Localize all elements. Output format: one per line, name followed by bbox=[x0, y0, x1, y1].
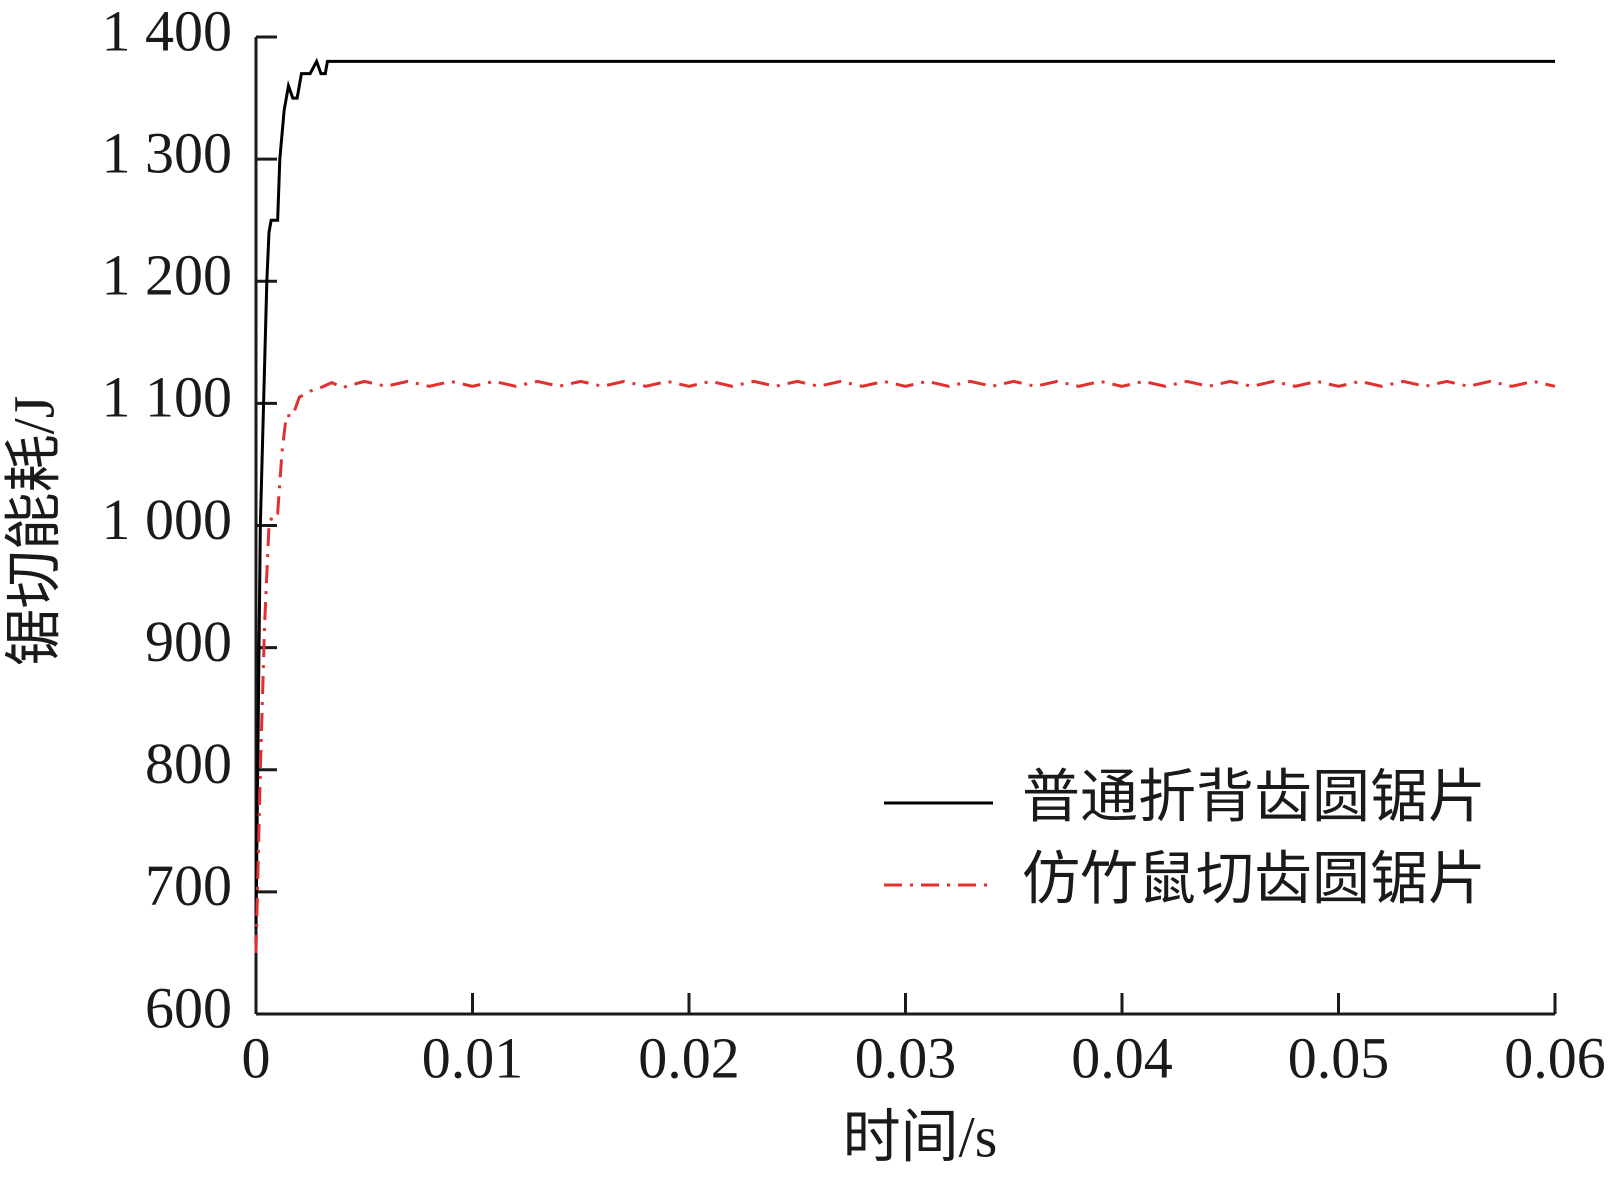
y-tick-label: 700 bbox=[145, 853, 232, 918]
x-tick-label: 0.04 bbox=[1071, 1025, 1173, 1090]
x-tick-label: 0.02 bbox=[638, 1025, 740, 1090]
y-tick-label: 1 300 bbox=[102, 120, 233, 185]
x-tick-label: 0 bbox=[242, 1025, 271, 1090]
x-tick-label: 0.06 bbox=[1504, 1025, 1606, 1090]
x-tick-label: 0.05 bbox=[1288, 1025, 1390, 1090]
y-tick-label: 600 bbox=[145, 975, 232, 1040]
legend-label: 普通折背齿圆锯片 bbox=[1022, 764, 1486, 829]
x-axis-label: 时间/s bbox=[843, 1104, 998, 1169]
y-tick-label: 800 bbox=[145, 731, 232, 796]
y-tick-label: 1 000 bbox=[102, 487, 233, 552]
series-line bbox=[254, 57, 1555, 929]
x-tick-label: 0.01 bbox=[422, 1025, 524, 1090]
y-axis-label: 锯切能耗/J bbox=[1, 396, 66, 667]
series-line bbox=[254, 379, 1556, 953]
y-tick-label: 1 100 bbox=[102, 365, 233, 430]
y-tick-label: 1 400 bbox=[102, 0, 233, 63]
y-tick-label: 900 bbox=[145, 609, 232, 674]
legend-label: 仿竹鼠切齿圆锯片 bbox=[1022, 846, 1486, 911]
y-tick-label: 1 200 bbox=[102, 243, 233, 308]
x-tick-label: 0.03 bbox=[855, 1025, 957, 1090]
